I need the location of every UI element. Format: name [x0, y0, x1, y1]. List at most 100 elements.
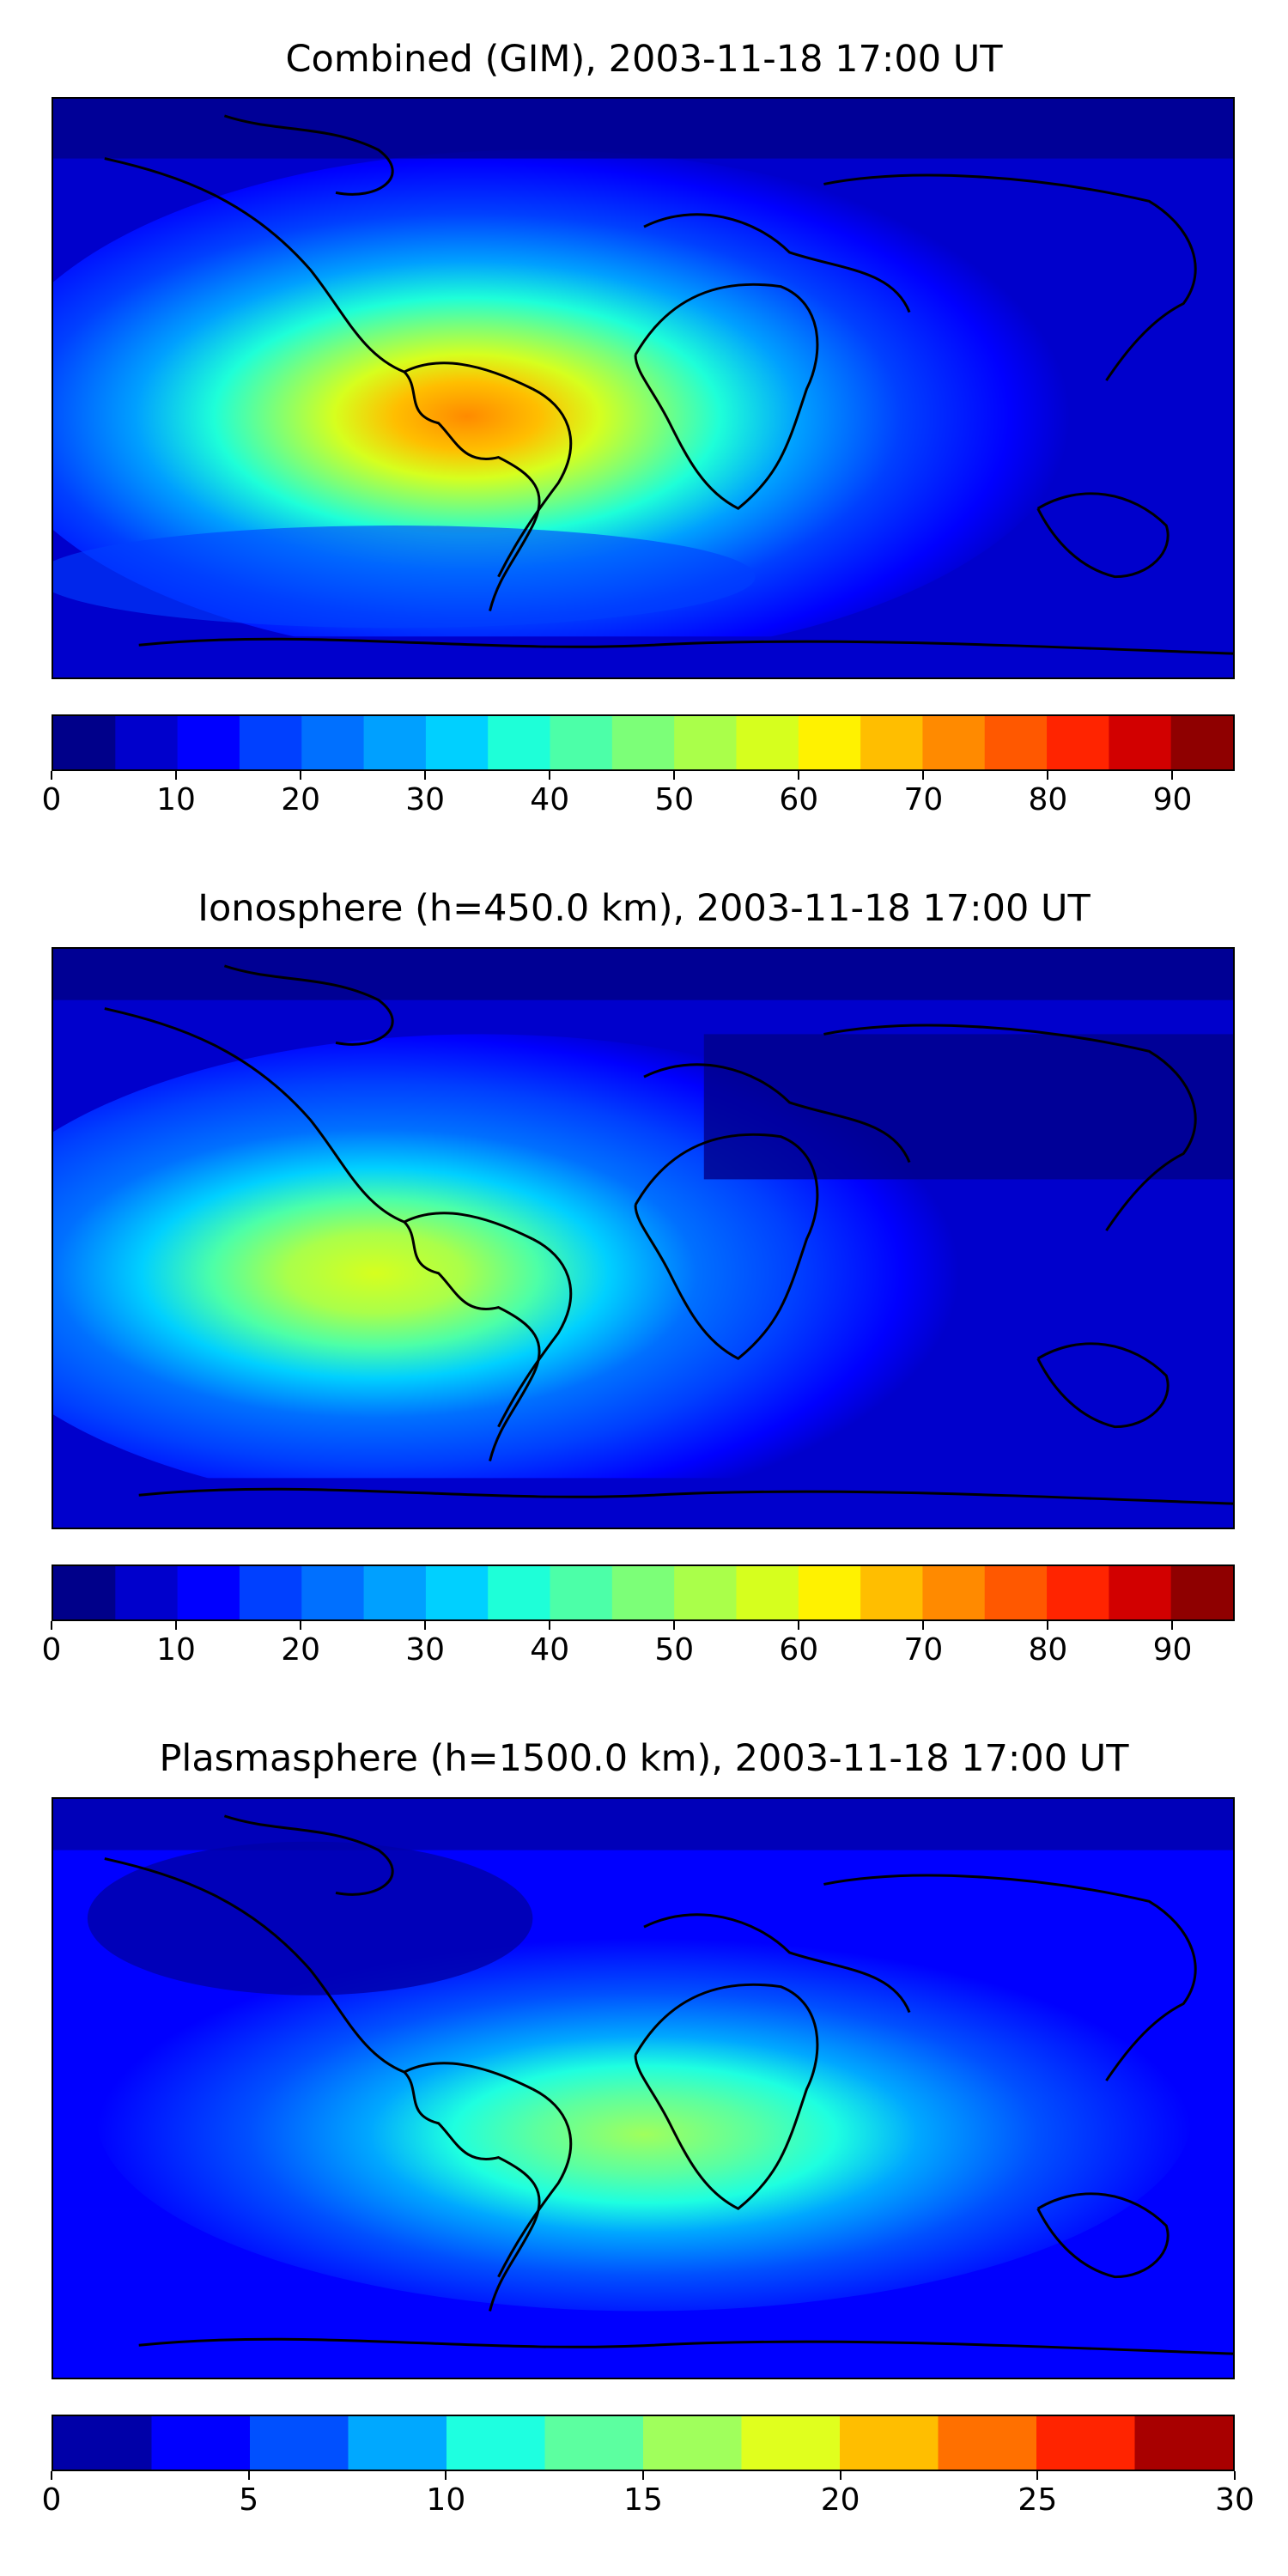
colorbar-tick-mark: [922, 771, 925, 780]
colorbar-tick-label: 0: [41, 2482, 62, 2518]
colorbar-segment: [239, 716, 302, 769]
colorbar-tick-label: 20: [820, 2482, 860, 2518]
colorbar-tick-label: 70: [903, 1632, 944, 1668]
colorbar-segment: [798, 716, 861, 769]
colorbar-segment: [736, 1566, 799, 1619]
colorbar-tick-mark: [424, 771, 427, 780]
colorbar-ticks-plasmasphere: 0 5 10 15 20 25 30: [42, 2471, 1255, 2523]
colorbar-tick-mark: [1047, 1621, 1049, 1630]
colorbar-segment: [363, 1566, 427, 1619]
colorbar-tick-mark: [51, 2471, 52, 2480]
colorbar-tick-mark: [673, 771, 676, 780]
colorbar-segment: [301, 1566, 365, 1619]
colorbar-tick-label: 80: [1028, 782, 1068, 817]
colorbar-tick-label: 30: [405, 1632, 446, 1668]
colorbar-segment: [840, 2416, 939, 2470]
colorbar-segment: [151, 2416, 251, 2470]
map-plasmasphere: [52, 1797, 1235, 2379]
colorbar-segment: [860, 1566, 923, 1619]
colorbar-segment: [425, 1566, 489, 1619]
colorbar-tick-label: 5: [239, 2482, 259, 2518]
colorbar-segment: [1036, 2416, 1135, 2470]
colorbar-tick-label: 60: [779, 1632, 819, 1668]
colorbar-tick-mark: [549, 771, 551, 780]
colorbar-segment: [488, 1566, 551, 1619]
colorbar-tick-mark: [51, 1621, 52, 1630]
colorbar-tick-label: 0: [41, 1632, 62, 1668]
colorbar-combined: [52, 714, 1235, 771]
colorbar-segment: [1109, 1566, 1172, 1619]
panel-title-combined: Combined (GIM), 2003-11-18 17:00 UT: [285, 38, 1003, 81]
colorbar-tick-label: 15: [623, 2482, 663, 2518]
colorbar-tick-label: 60: [779, 782, 819, 817]
colorbar-segment: [550, 716, 613, 769]
colorbar-tick-mark: [445, 2471, 447, 2480]
colorbar-tick-mark: [1047, 771, 1049, 780]
colorbar-segment: [741, 2416, 841, 2470]
colorbar-tick-label: 30: [405, 782, 446, 817]
colorbar-tick-mark: [300, 771, 302, 780]
colorbar-segment: [115, 716, 179, 769]
colorbar-tick-label: 50: [654, 782, 695, 817]
colorbar-segment: [53, 2416, 152, 2470]
coastlines: [104, 964, 1233, 1505]
colorbar-tick-mark: [175, 1621, 178, 1630]
colorbar-tick-label: 90: [1152, 1632, 1193, 1668]
colorbar-segment: [736, 716, 799, 769]
colorbar-tick-mark: [300, 1621, 302, 1630]
colorbar-ticks-combined: 0 10 20 30 40 50 60 70 80 90: [42, 771, 1235, 823]
colorbar-segment: [1134, 2416, 1233, 2470]
colorbar-tick-mark: [673, 1621, 676, 1630]
colorbar-tick-mark: [175, 771, 178, 780]
colorbar-tick-mark: [1171, 771, 1174, 780]
colorbar-segment: [860, 716, 923, 769]
colorbar-tick-label: 70: [903, 782, 944, 817]
panel-title-plasmasphere: Plasmasphere (h=1500.0 km), 2003-11-18 1…: [159, 1737, 1129, 1780]
colorbar-segment: [53, 716, 116, 769]
colorbar-tick-mark: [798, 771, 800, 780]
colorbar-segment: [1170, 1566, 1233, 1619]
colorbar-segment: [1170, 716, 1233, 769]
colorbar-tick-mark: [798, 1621, 800, 1630]
colorbar-segment: [239, 1566, 302, 1619]
coastlines: [104, 1814, 1233, 2355]
colorbar-segment: [177, 716, 240, 769]
colorbar-tick-mark: [922, 1621, 925, 1630]
colorbar-segment: [447, 2416, 545, 2470]
colorbar-segment: [922, 716, 986, 769]
colorbar-segment: [425, 716, 489, 769]
map-combined: [52, 97, 1235, 679]
colorbar-tick-label: 20: [281, 1632, 320, 1668]
colorbar-tick-mark: [424, 1621, 427, 1630]
colorbar-segment: [301, 716, 365, 769]
colorbar-segment: [674, 1566, 737, 1619]
colorbar-segment: [643, 2416, 742, 2470]
colorbar-segment: [1047, 716, 1109, 769]
colorbar-tick-label: 40: [530, 1632, 570, 1668]
colorbar-segment: [488, 716, 551, 769]
tec-field: [95, 1918, 1193, 2312]
colorbar-tick-label: 10: [156, 1632, 196, 1668]
colorbar-segment: [984, 716, 1048, 769]
colorbar-segment: [938, 2416, 1037, 2470]
colorbar-tick-label: 30: [1215, 2482, 1255, 2518]
colorbar-tick-mark: [51, 771, 52, 780]
colorbar-segment: [1047, 1566, 1109, 1619]
colorbar-tick-label: 10: [426, 2482, 466, 2518]
colorbar-segment: [250, 2416, 349, 2470]
colorbar-segment: [674, 716, 737, 769]
colorbar-tick-label: 80: [1028, 1632, 1068, 1668]
colorbar-tick-mark: [1171, 1621, 1174, 1630]
colorbar-tick-label: 25: [1018, 2482, 1058, 2518]
colorbar-segment: [611, 1566, 675, 1619]
colorbar-tick-mark: [642, 2471, 644, 2480]
colorbar-tick-label: 0: [41, 782, 62, 817]
colorbar-segment: [550, 1566, 613, 1619]
colorbar-tick-mark: [247, 2471, 250, 2480]
colorbar-tick-label: 50: [654, 1632, 695, 1668]
colorbar-tick-mark: [839, 2471, 841, 2480]
coastlines: [104, 114, 1233, 655]
colorbar-tick-mark: [1234, 2471, 1236, 2480]
colorbar-segment: [1109, 716, 1172, 769]
colorbar-segment: [177, 1566, 240, 1619]
